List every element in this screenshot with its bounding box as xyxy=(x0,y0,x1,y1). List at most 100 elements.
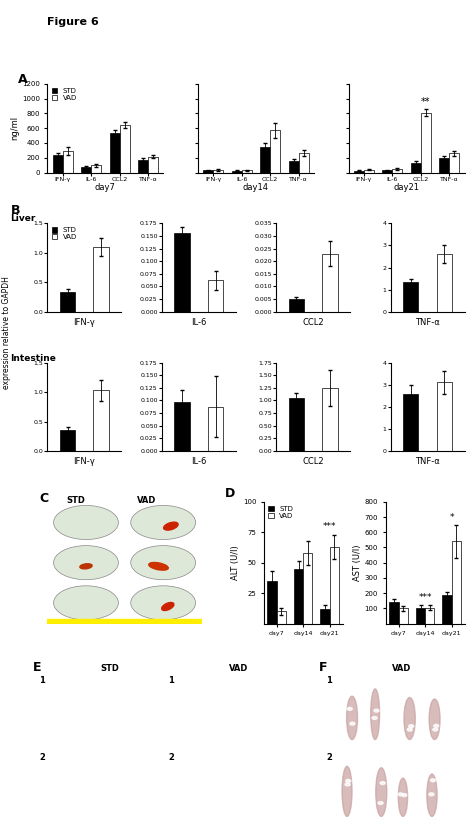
Ellipse shape xyxy=(196,763,211,769)
Bar xyxy=(449,153,459,172)
Text: 1: 1 xyxy=(39,676,45,685)
X-axis label: TNF-α: TNF-α xyxy=(415,318,440,327)
Bar xyxy=(91,165,101,172)
Text: VAD: VAD xyxy=(137,496,156,505)
Bar xyxy=(277,612,286,623)
Ellipse shape xyxy=(74,686,89,692)
Bar xyxy=(138,160,148,172)
Text: Figure 6: Figure 6 xyxy=(47,17,99,27)
Bar xyxy=(267,581,277,623)
Text: C: C xyxy=(40,492,49,505)
Bar xyxy=(390,602,399,623)
Bar xyxy=(452,542,461,623)
Text: ***: *** xyxy=(323,522,337,531)
Bar xyxy=(148,156,158,172)
X-axis label: IFN-γ: IFN-γ xyxy=(73,458,95,466)
Bar xyxy=(437,255,452,312)
X-axis label: IFN-γ: IFN-γ xyxy=(73,318,95,327)
Text: A: A xyxy=(18,73,28,87)
Bar xyxy=(60,292,75,312)
Bar xyxy=(294,569,303,623)
Text: B: B xyxy=(10,204,20,217)
Text: Intestine: Intestine xyxy=(10,354,56,363)
Ellipse shape xyxy=(131,586,196,620)
X-axis label: TNF-α: TNF-α xyxy=(415,458,440,466)
Ellipse shape xyxy=(160,778,169,782)
Bar xyxy=(289,300,304,312)
Bar xyxy=(354,171,364,172)
Ellipse shape xyxy=(190,728,197,730)
Ellipse shape xyxy=(131,505,196,539)
Ellipse shape xyxy=(54,505,118,539)
Ellipse shape xyxy=(80,564,92,569)
Bar xyxy=(260,147,270,172)
Text: F: F xyxy=(319,661,328,674)
Bar xyxy=(364,170,374,172)
Bar xyxy=(174,233,190,312)
Text: ***: *** xyxy=(419,593,432,602)
Text: 1: 1 xyxy=(326,676,332,685)
Ellipse shape xyxy=(342,766,352,816)
Title: VAD: VAD xyxy=(392,665,411,673)
Text: 1: 1 xyxy=(168,676,174,685)
Circle shape xyxy=(398,793,403,796)
Text: 2: 2 xyxy=(39,753,45,761)
Ellipse shape xyxy=(54,732,61,735)
Bar xyxy=(403,282,419,312)
Ellipse shape xyxy=(256,770,263,775)
Bar xyxy=(232,171,242,172)
X-axis label: day21: day21 xyxy=(393,183,419,192)
Bar xyxy=(289,398,304,451)
Circle shape xyxy=(380,781,385,785)
Ellipse shape xyxy=(162,602,174,611)
Text: STD: STD xyxy=(66,496,85,505)
Circle shape xyxy=(402,794,407,796)
Ellipse shape xyxy=(404,697,415,740)
Ellipse shape xyxy=(252,727,263,735)
X-axis label: IL-6: IL-6 xyxy=(191,458,207,466)
Bar xyxy=(60,430,75,451)
Ellipse shape xyxy=(236,691,243,696)
Ellipse shape xyxy=(192,807,200,810)
Ellipse shape xyxy=(151,698,160,702)
Circle shape xyxy=(434,725,439,727)
Bar xyxy=(383,171,392,172)
Text: E: E xyxy=(33,661,41,674)
Bar xyxy=(322,388,337,451)
Circle shape xyxy=(345,783,350,786)
Bar xyxy=(63,151,73,172)
Bar xyxy=(208,407,223,451)
Circle shape xyxy=(350,722,355,726)
Bar xyxy=(47,619,202,623)
Bar xyxy=(442,596,452,623)
Y-axis label: ALT (U/l): ALT (U/l) xyxy=(231,545,240,580)
Bar xyxy=(303,553,312,623)
Bar xyxy=(213,170,223,172)
Bar xyxy=(174,403,190,451)
Text: expression relative to GAPDH: expression relative to GAPDH xyxy=(2,276,11,389)
Ellipse shape xyxy=(135,720,145,728)
Bar xyxy=(93,247,109,312)
Ellipse shape xyxy=(257,801,268,810)
Bar xyxy=(425,607,435,623)
X-axis label: day14: day14 xyxy=(243,183,269,192)
Text: 2: 2 xyxy=(168,753,174,761)
Circle shape xyxy=(407,728,412,731)
Y-axis label: AST (U/l): AST (U/l) xyxy=(353,544,362,581)
Bar xyxy=(403,394,419,451)
Ellipse shape xyxy=(131,546,196,580)
Ellipse shape xyxy=(108,756,114,761)
Text: Liver: Liver xyxy=(10,215,36,223)
Legend: STD, VAD: STD, VAD xyxy=(51,226,78,241)
Bar xyxy=(437,383,452,451)
Bar xyxy=(421,113,431,172)
Bar xyxy=(299,152,309,172)
Circle shape xyxy=(378,801,383,805)
Bar xyxy=(119,126,129,172)
Circle shape xyxy=(374,709,379,712)
Text: **: ** xyxy=(421,97,430,107)
Bar xyxy=(399,608,408,623)
Ellipse shape xyxy=(218,692,233,698)
Y-axis label: ng/ml: ng/ml xyxy=(10,116,19,141)
Text: D: D xyxy=(225,488,235,500)
